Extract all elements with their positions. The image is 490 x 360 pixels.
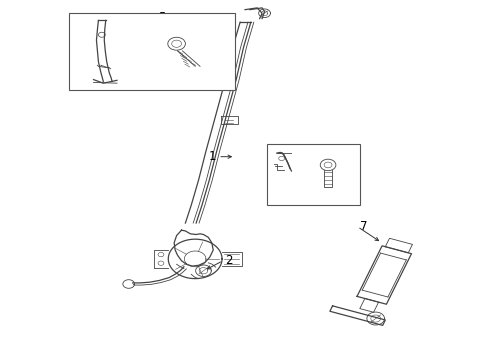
Text: 3: 3 <box>297 151 305 164</box>
Text: 5: 5 <box>158 11 166 24</box>
Text: 1: 1 <box>208 150 216 163</box>
Text: 2: 2 <box>225 254 233 267</box>
Text: 4: 4 <box>301 183 309 195</box>
Text: 6: 6 <box>189 77 196 90</box>
Text: 7: 7 <box>360 220 368 233</box>
Bar <box>267 144 360 205</box>
Bar <box>69 13 235 90</box>
